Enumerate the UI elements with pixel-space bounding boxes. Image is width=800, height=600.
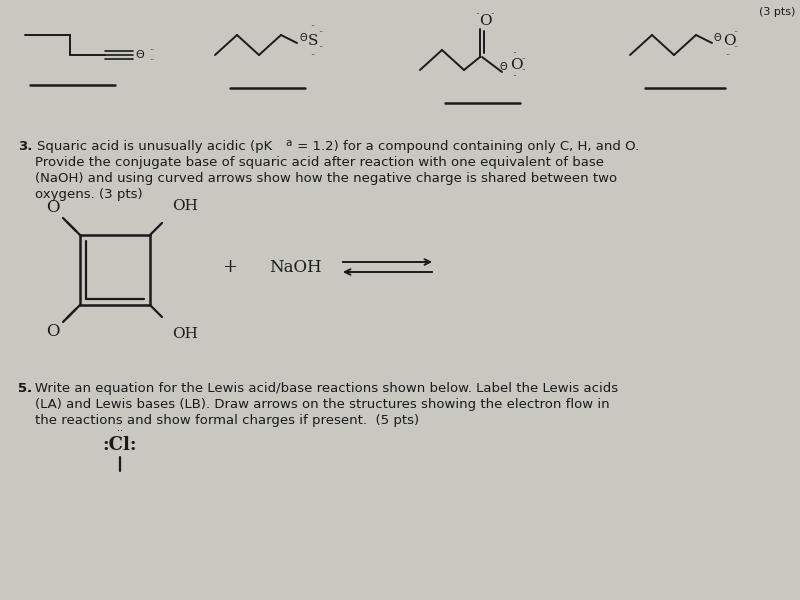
Text: the reactions and show formal charges if present.  (5 pts): the reactions and show formal charges if… [18, 414, 419, 427]
Text: ··: ·· [318, 28, 323, 37]
Text: OH: OH [172, 327, 198, 341]
Text: ··: ·· [733, 43, 738, 52]
Text: O: O [46, 199, 60, 217]
Text: ··: ·· [310, 22, 315, 31]
Text: ··: ·· [521, 55, 526, 64]
Text: (NaOH) and using curved arrows show how the negative charge is shared between tw: (NaOH) and using curved arrows show how … [18, 172, 617, 185]
Text: oxygens. (3 pts): oxygens. (3 pts) [18, 188, 142, 201]
Text: ··: ·· [733, 28, 738, 37]
Text: Θ: Θ [299, 33, 306, 43]
Text: ··: ·· [521, 67, 526, 76]
Text: a: a [285, 138, 291, 148]
Text: ··: ·· [475, 10, 480, 19]
Text: OH: OH [172, 199, 198, 213]
Text: Θ: Θ [135, 50, 144, 60]
Text: = 1.2) for a compound containing only C, H, and O.: = 1.2) for a compound containing only C,… [293, 140, 639, 153]
Text: O: O [479, 14, 492, 28]
Text: Θ: Θ [500, 62, 508, 72]
Text: ··: ·· [512, 73, 517, 82]
Text: (LA) and Lewis bases (LB). Draw arrows on the structures showing the electron fl: (LA) and Lewis bases (LB). Draw arrows o… [18, 398, 610, 411]
Text: ··: ·· [725, 52, 730, 61]
Text: ··: ·· [318, 43, 323, 52]
Text: 5.: 5. [18, 382, 32, 395]
Text: S: S [308, 34, 318, 48]
Text: NaOH: NaOH [269, 259, 322, 275]
Text: Provide the conjugate base of squaric acid after reaction with one equivalent of: Provide the conjugate base of squaric ac… [18, 156, 604, 169]
Text: ··: ·· [512, 49, 517, 58]
Text: ··: ·· [149, 56, 154, 65]
Text: ··: ·· [490, 10, 494, 19]
Text: +: + [222, 258, 238, 276]
Text: Squaric acid is unusually acidic (pK: Squaric acid is unusually acidic (pK [37, 140, 272, 153]
Text: O: O [723, 34, 736, 48]
Text: O: O [510, 58, 522, 72]
Text: Θ: Θ [714, 33, 722, 43]
Text: 3.: 3. [18, 140, 32, 153]
Text: ··: ·· [149, 46, 154, 55]
Text: ··: ·· [117, 426, 123, 436]
Text: O: O [46, 323, 60, 340]
Text: (3 pts): (3 pts) [758, 7, 795, 17]
Text: :Cl:: :Cl: [102, 436, 138, 454]
Text: 5. Write an equation for the Lewis acid/base reactions shown below. Label the Le: 5. Write an equation for the Lewis acid/… [18, 382, 618, 395]
Text: ··: ·· [310, 52, 315, 61]
